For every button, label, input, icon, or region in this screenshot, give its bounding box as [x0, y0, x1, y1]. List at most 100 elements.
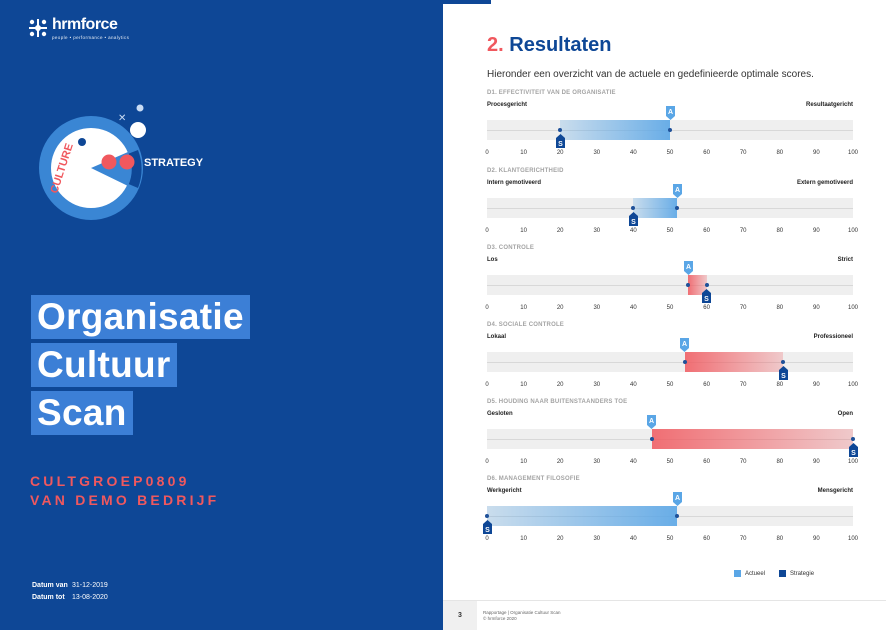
tick-label: 0 — [485, 382, 489, 388]
tick-label: 20 — [556, 459, 564, 465]
tick-label: 70 — [739, 382, 747, 388]
tick-label: 30 — [593, 305, 601, 311]
dimension-2: D2. KLANTGERICHTHEID Intern gemotiveerd Ex… — [485, 168, 858, 240]
strategy-dot — [704, 283, 709, 287]
strategy-marker-label: S — [704, 296, 709, 303]
actual-marker-label: A — [686, 264, 691, 271]
actual-dot — [686, 283, 691, 287]
actual-marker: A — [683, 261, 693, 275]
strategy-marker: S — [555, 134, 565, 148]
brand-tagline: people • performance • analytics — [52, 35, 130, 40]
scale-left-label: Gesloten — [487, 411, 513, 417]
strategy-marker-label: S — [558, 141, 563, 148]
report-page: 2. Resultaten Hieronder een overzicht va… — [443, 0, 886, 630]
scale-ticks: 0 10 20 30 40 50 60 70 80 90 100 — [485, 305, 858, 313]
score-gap-bar — [651, 429, 853, 449]
tick-label: 90 — [813, 382, 820, 388]
actual-marker-label: A — [667, 109, 672, 116]
tick-label: 30 — [593, 228, 601, 234]
legend-strategy: Strategie — [779, 570, 814, 577]
actual-dot — [668, 128, 672, 132]
footer-line-2: © hrmforce 2020 — [483, 616, 517, 621]
tick-label: 90 — [813, 459, 820, 465]
title-line-3: Scan — [31, 391, 133, 435]
legend-actual: Actueel — [734, 570, 765, 577]
brand-name: hrmforce — [52, 16, 118, 33]
actual-dot — [675, 514, 680, 518]
tick-label: 40 — [630, 459, 637, 465]
emblem-word-right: STRATEGY — [144, 157, 204, 169]
tick-label: 80 — [776, 150, 784, 156]
tick-label: 50 — [666, 228, 674, 234]
scale-right-label: Mensgericht — [817, 488, 853, 494]
dimension-title: D2. KLANTGERICHTHEID — [487, 168, 564, 174]
tick-label: 20 — [556, 382, 564, 388]
scale-right-label: Extern gemotiveerd — [796, 180, 853, 186]
tick-label: 40 — [630, 305, 637, 311]
tick-label: 60 — [703, 459, 710, 465]
legend-strategy-swatch — [779, 570, 787, 577]
scale-ticks: 0 10 20 30 40 50 60 70 80 90 100 — [485, 536, 858, 544]
tick-label: 80 — [776, 536, 784, 542]
title-line-2: Cultuur — [31, 343, 177, 387]
dimension-title: D6. MANAGEMENT FILOSOFIE — [487, 476, 580, 482]
tick-label: 20 — [556, 228, 564, 234]
date-from-label: Datum van — [32, 582, 68, 589]
tick-label: 100 — [847, 459, 859, 465]
strategy-dot — [851, 437, 855, 441]
chart-legend: Actueel Strategie — [734, 570, 814, 577]
strategy-marker: S — [482, 520, 492, 534]
scale-right-label: Professioneel — [813, 334, 853, 340]
tick-label: 30 — [593, 382, 601, 388]
tick-label: 50 — [666, 459, 674, 465]
scale-ticks: 0 10 20 30 40 50 60 70 80 90 100 — [485, 459, 858, 467]
actual-marker-label: A — [682, 341, 687, 348]
logo-mark-icon — [29, 19, 47, 37]
strategy-dot — [558, 128, 563, 132]
strategy-marker-label: S — [781, 373, 786, 380]
tick-label: 10 — [520, 305, 527, 311]
tick-label: 0 — [485, 459, 489, 465]
tick-label: 90 — [813, 150, 820, 156]
tick-label: 80 — [776, 382, 784, 388]
subtitle-line-2: VAN DEMO BEDRIJF — [30, 492, 220, 508]
dimension-title: D4. SOCIALE CONTROLE — [487, 322, 565, 328]
tick-label: 20 — [556, 150, 564, 156]
actual-marker: A — [665, 106, 675, 120]
strategy-marker-label: S — [485, 527, 490, 534]
date-to-label: Datum tot — [32, 594, 65, 601]
footer-line-1: Rapportage | Organisatie Cultuur Scan — [483, 610, 561, 615]
scale-left-label: Procesgericht — [487, 102, 528, 108]
strategy-marker-label: S — [631, 219, 636, 226]
subtitle-line-1: CULTGROEP0809 — [30, 473, 190, 489]
tick-label: 50 — [666, 536, 674, 542]
tick-label: 100 — [847, 150, 859, 156]
tick-label: 10 — [520, 150, 527, 156]
actual-dot — [682, 360, 687, 364]
tick-label: 60 — [703, 382, 710, 388]
dimension-1: D1. EFFECTIVITEIT VAN DE ORGANISATIE Proc… — [485, 90, 858, 162]
tick-label: 70 — [739, 305, 747, 311]
scale-right-label: Strict — [837, 257, 853, 263]
dimension-4: D4. SOCIALE CONTROLE Lokaal Professioneel A… — [485, 322, 858, 394]
tick-label: 10 — [520, 382, 527, 388]
tick-label: 40 — [630, 536, 637, 542]
actual-marker: A — [672, 184, 682, 198]
actual-dot — [675, 206, 680, 210]
scale-left-label: Lokaal — [487, 334, 507, 340]
tick-label: 70 — [739, 228, 747, 234]
brand-logo: hrmforce people • performance • analytic… — [28, 16, 129, 40]
section-title: 2. Resultaten — [487, 34, 612, 57]
strategy-marker: S — [628, 212, 638, 226]
strategy-dot — [485, 514, 489, 518]
dimension-5: D5. HOUDING NAAR BUITENSTAANDERS TOE Gesl… — [485, 399, 858, 471]
date-from-value: 31-12-2019 — [71, 582, 108, 589]
score-gap-bar — [560, 120, 670, 140]
actual-marker-label: A — [675, 187, 680, 194]
strategy-marker: S — [848, 443, 858, 457]
date-from-row: Datum van 31-12-2019 — [32, 582, 108, 589]
dimension-title: D5. HOUDING NAAR BUITENSTAANDERS TOE — [487, 399, 628, 405]
tick-label: 100 — [847, 228, 859, 234]
actual-marker-label: A — [649, 418, 654, 425]
tick-label: 30 — [593, 150, 601, 156]
